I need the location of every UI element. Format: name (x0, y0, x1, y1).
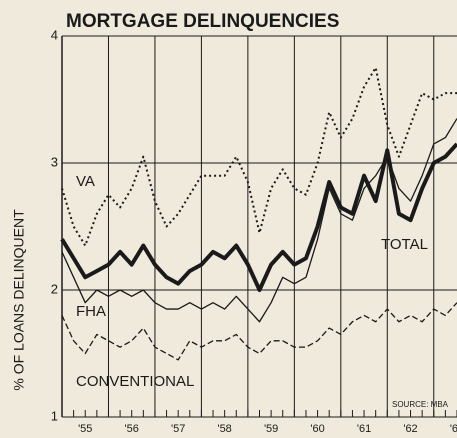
y-axis-label: % OF LOANS DELINQUENT (11, 209, 27, 391)
x-tick-label: '55 (78, 423, 92, 435)
series-label: TOTAL (381, 236, 428, 253)
y-tick-label: 3 (51, 154, 58, 169)
y-tick-label: 1 (51, 408, 58, 423)
x-tick-label: '57 (171, 423, 185, 435)
y-tick-label: 4 (51, 27, 58, 42)
series-line (60, 142, 457, 292)
series-line (61, 66, 457, 247)
series-line (61, 302, 457, 361)
x-tick-label: '60 (310, 423, 324, 435)
chart-title: MORTGAGE DELINQUENCIES (66, 11, 339, 32)
source: SOURCE: MBA (392, 400, 449, 409)
x-tick-label: '59 (264, 423, 278, 435)
series-label: FHA (76, 303, 106, 320)
series-label: CONVENTIONAL (76, 373, 194, 390)
x-tick-label: '63 (450, 423, 457, 435)
x-tick-label: '58 (217, 423, 231, 435)
y-tick-label: 2 (51, 281, 58, 296)
series-line (61, 118, 457, 323)
x-tick-label: '61 (357, 423, 371, 435)
series-label: VA (76, 173, 95, 190)
x-tick-label: '56 (125, 423, 139, 435)
x-tick-label: '62 (403, 423, 417, 435)
